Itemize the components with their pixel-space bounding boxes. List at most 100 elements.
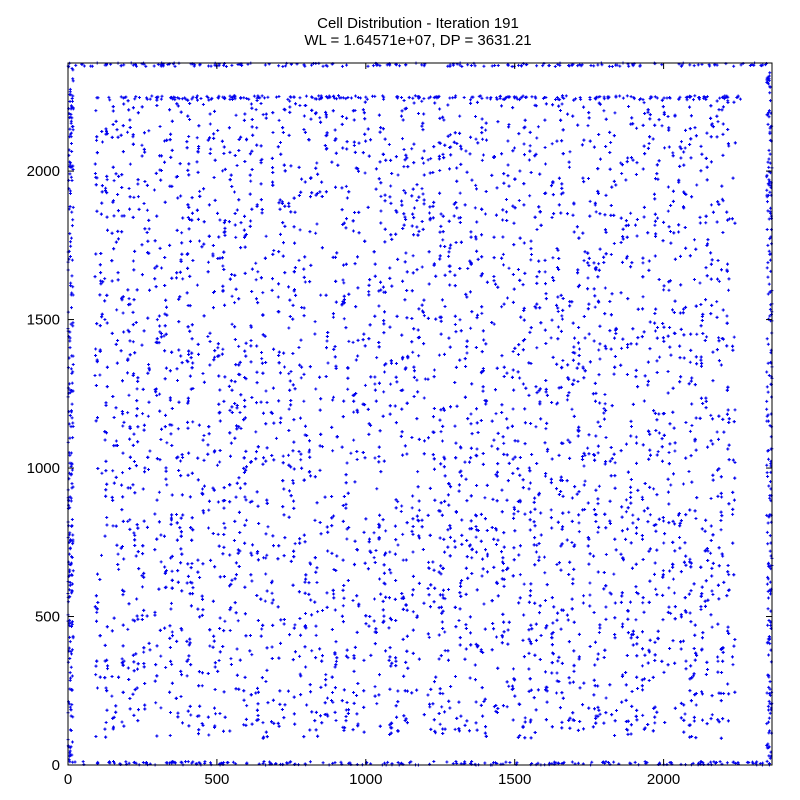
- data-point: [765, 337, 769, 341]
- data-point: [541, 64, 545, 68]
- data-point: [324, 63, 328, 67]
- data-point: [169, 760, 173, 764]
- data-point: [428, 95, 432, 99]
- data-point: [71, 205, 75, 209]
- data-point: [381, 94, 385, 98]
- data-point: [68, 191, 72, 195]
- data-point: [524, 63, 528, 67]
- data-point: [766, 160, 770, 164]
- data-point: [725, 761, 729, 765]
- data-point: [71, 436, 75, 440]
- data-point: [649, 95, 653, 99]
- data-point: [766, 390, 770, 394]
- data-point: [751, 760, 755, 764]
- data-point: [600, 63, 604, 67]
- data-point: [68, 640, 72, 644]
- data-point: [69, 112, 73, 116]
- data-point: [477, 94, 481, 98]
- data-point: [541, 96, 545, 100]
- data-point: [69, 93, 73, 97]
- data-point: [71, 715, 75, 719]
- data-point: [378, 64, 382, 68]
- data-point: [224, 64, 228, 68]
- data-point: [767, 217, 771, 221]
- data-point: [521, 94, 525, 98]
- data-point: [703, 96, 707, 100]
- data-point: [562, 760, 566, 764]
- data-point: [768, 534, 772, 538]
- data-point: [335, 97, 339, 101]
- data-point: [404, 63, 408, 67]
- data-point: [766, 596, 770, 600]
- data-point: [298, 96, 302, 100]
- data-point: [515, 761, 519, 765]
- data-point: [748, 64, 752, 68]
- data-point: [230, 95, 234, 99]
- data-point: [766, 542, 770, 546]
- data-point: [256, 94, 260, 98]
- data-point: [665, 96, 669, 100]
- data-point: [482, 64, 486, 68]
- data-point: [344, 97, 348, 101]
- data-point: [69, 665, 73, 669]
- data-point: [70, 274, 74, 278]
- data-point: [607, 760, 611, 764]
- data-point: [71, 128, 75, 132]
- data-point: [754, 761, 758, 765]
- data-point: [70, 96, 74, 100]
- data-point: [70, 416, 74, 420]
- data-point: [286, 97, 290, 101]
- data-point: [68, 172, 72, 176]
- data-point: [643, 760, 647, 764]
- data-point: [767, 282, 771, 286]
- data-point: [483, 761, 487, 765]
- data-point: [112, 759, 115, 763]
- data-point: [69, 367, 73, 371]
- data-point: [767, 699, 771, 703]
- data-point: [190, 97, 194, 101]
- data-point: [684, 95, 688, 99]
- data-point: [765, 113, 769, 117]
- data-point: [765, 513, 769, 517]
- data-point: [396, 761, 400, 765]
- data-point: [625, 94, 629, 98]
- data-point: [70, 517, 74, 521]
- data-point: [739, 63, 743, 67]
- data-point: [82, 64, 86, 68]
- data-point: [555, 95, 559, 99]
- data-point: [633, 760, 637, 764]
- data-point: [655, 96, 659, 100]
- data-point: [96, 96, 100, 100]
- data-point: [252, 94, 256, 98]
- data-point: [766, 589, 770, 593]
- data-point: [766, 623, 770, 627]
- data-point: [765, 200, 769, 204]
- data-point: [134, 95, 138, 99]
- data-point: [766, 521, 770, 525]
- data-point: [274, 95, 278, 99]
- data-point: [68, 746, 72, 750]
- data-point: [445, 760, 449, 764]
- data-point: [70, 674, 74, 678]
- data-point: [767, 109, 771, 113]
- data-point: [610, 64, 614, 68]
- data-point: [766, 449, 770, 453]
- data-point: [765, 407, 769, 411]
- data-point: [225, 761, 229, 765]
- data-point: [71, 542, 75, 546]
- data-point: [277, 64, 281, 68]
- data-point: [176, 96, 180, 100]
- data-point: [765, 746, 769, 750]
- data-point: [382, 97, 386, 101]
- data-point: [376, 63, 380, 67]
- data-point: [544, 95, 548, 99]
- data-point: [71, 324, 75, 328]
- data-point: [669, 761, 673, 765]
- data-point: [71, 636, 75, 640]
- data-point: [738, 97, 742, 101]
- data-point: [492, 761, 496, 765]
- data-point: [71, 354, 75, 358]
- data-point: [766, 292, 770, 296]
- data-point: [768, 85, 772, 89]
